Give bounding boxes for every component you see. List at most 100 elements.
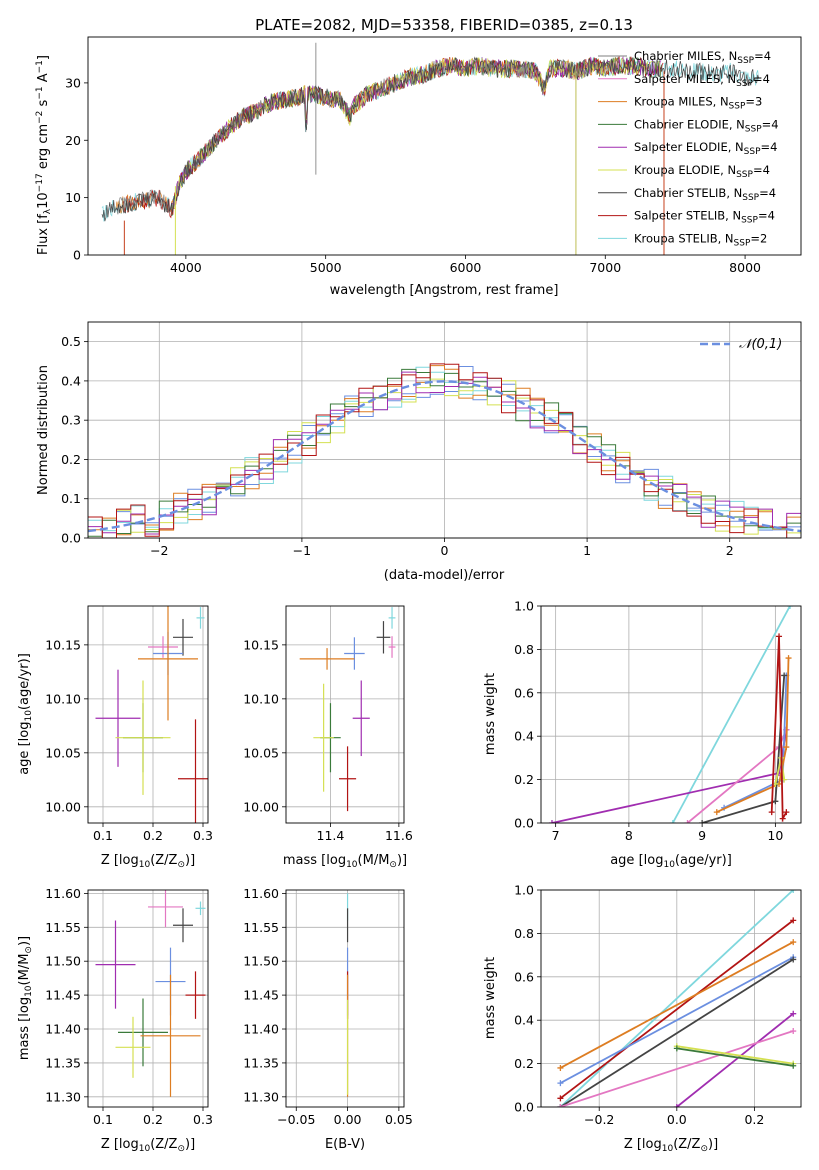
plot-area <box>557 890 797 1107</box>
y-tick-label: 10.05 <box>243 745 279 760</box>
weight-marker <box>684 820 691 823</box>
x-tick-label: −0.05 <box>277 1112 315 1127</box>
weight-line <box>559 890 794 1107</box>
y-tick-label: 11.35 <box>243 1055 279 1070</box>
axes-frame <box>87 36 802 256</box>
legend-label: Chabrier MILES, NSSP=4 <box>634 49 771 66</box>
axes-frame <box>87 321 802 539</box>
weight-marker <box>790 1028 797 1035</box>
x-tick-label: 9 <box>698 828 706 843</box>
weight-marker <box>669 820 676 823</box>
weight-marker <box>790 956 797 963</box>
y-tick-label: 10.15 <box>243 637 279 652</box>
weight-marker <box>781 672 788 679</box>
y-tick-label: 10.10 <box>45 691 81 706</box>
legend-label: Chabrier ELODIE, NSSP=4 <box>634 117 779 134</box>
legend-label: Kroupa MILES, NSSP=3 <box>634 95 762 112</box>
weight-line <box>559 956 794 1084</box>
weight-marker <box>713 809 720 816</box>
x-axis-label: (data-model)/error <box>384 568 505 583</box>
x-tick-label: 0.0 <box>667 1112 687 1127</box>
y-tick-label: 11.45 <box>45 988 81 1003</box>
weight-marker <box>557 1080 564 1087</box>
weight-marker <box>790 917 797 924</box>
y-tick-label: 11.45 <box>243 988 279 1003</box>
y-tick-label: 0.4 <box>61 373 81 388</box>
x-tick-label: 8000 <box>729 260 761 275</box>
weight-marker <box>779 815 786 822</box>
x-tick-label: 1 <box>583 543 591 558</box>
normal-curve <box>88 380 801 533</box>
y-tick-label: 0.8 <box>514 642 534 657</box>
x-tick-label: 4000 <box>170 260 202 275</box>
x-axis-label: Z [log10(Z/Z⊙)] <box>101 1137 195 1154</box>
y-tick-label: 0.6 <box>514 685 534 700</box>
weight-marker <box>776 633 783 640</box>
weight-marker <box>557 1104 564 1107</box>
y-tick-label: 11.60 <box>243 886 279 901</box>
plot-area <box>548 606 794 823</box>
y-axis-label: mass weight <box>483 673 498 755</box>
x-axis-label: Z [log10(Z/Z⊙)] <box>624 1137 718 1154</box>
x-tick-label: 11.6 <box>385 828 413 843</box>
plot-area <box>95 606 208 823</box>
histogram-step <box>88 363 801 538</box>
legend-label: Salpeter MILES, NSSP=4 <box>634 72 770 89</box>
y-axis-label: Flux [fλ10−17 erg cm−2 s−1 A−1] <box>35 55 53 255</box>
y-tick-label: 0.3 <box>61 413 81 428</box>
x-tick-label: 0.1 <box>93 828 113 843</box>
y-tick-label: 10.00 <box>45 799 81 814</box>
weight-marker <box>785 655 792 662</box>
y-tick-label: 10.10 <box>243 691 279 706</box>
axes-frame <box>87 889 209 1108</box>
weight-line <box>559 919 794 1100</box>
plot-area <box>299 607 396 812</box>
legend-label: Kroupa STELIB, NSSP=2 <box>634 231 767 248</box>
y-tick-label: 11.40 <box>45 1022 81 1037</box>
weight-line <box>676 1045 794 1065</box>
y-tick-label: 11.35 <box>45 1055 81 1070</box>
x-tick-label: 0.00 <box>334 1112 362 1127</box>
x-tick-label: 11.4 <box>317 828 345 843</box>
y-tick-label: 11.55 <box>45 920 81 935</box>
y-tick-label: 30 <box>65 75 81 90</box>
y-tick-label: 0.1 <box>61 491 81 506</box>
weight-marker <box>790 890 797 893</box>
x-tick-label: −0.2 <box>584 1112 614 1127</box>
y-axis-label: mass [log10(M/M⊙)] <box>17 936 34 1060</box>
y-axis-label: mass weight <box>483 957 498 1039</box>
x-tick-label: 0.05 <box>385 1112 413 1127</box>
y-tick-label: 0.2 <box>514 772 534 787</box>
y-axis-label: age [log10(age/yr)] <box>17 653 34 775</box>
y-tick-label: 0.2 <box>514 1056 534 1071</box>
axes-frame <box>285 605 405 824</box>
x-tick-label: 10 <box>767 828 783 843</box>
weight-line <box>559 941 794 1069</box>
x-axis-label: wavelength [Angstrom, rest frame] <box>330 283 559 298</box>
y-tick-label: 1.0 <box>514 599 534 614</box>
weight-marker <box>699 820 706 823</box>
y-tick-label: 10 <box>65 190 81 205</box>
weight-marker <box>772 798 779 805</box>
x-tick-label: 7 <box>552 828 560 843</box>
y-tick-label: 10.05 <box>45 745 81 760</box>
weight-marker <box>557 1095 564 1102</box>
legend-label: Salpeter STELIB, NSSP=4 <box>634 209 775 226</box>
histogram-step <box>88 371 801 535</box>
spectrum-line <box>101 56 759 222</box>
y-axis-label: Normed distribution <box>36 365 51 495</box>
y-tick-label: 10.00 <box>243 799 279 814</box>
panel-spectrum: 4000 5000 6000 7000 8000 0 10 20 30 wavelength [A… <box>35 36 802 298</box>
weight-marker <box>790 1062 797 1069</box>
y-tick-label: 1.0 <box>514 883 534 898</box>
panel-age_vs_Z: 0.1 0.2 0.3 10.00 10.05 10.10 10.15 Z [log10(Z/… <box>17 605 213 870</box>
weight-line <box>559 958 794 1107</box>
weight-marker <box>790 1010 797 1017</box>
spectrum-line <box>115 56 620 215</box>
weight-line <box>672 606 791 823</box>
plot-area <box>88 363 801 538</box>
y-tick-label: 11.50 <box>45 954 81 969</box>
x-tick-label: 7000 <box>589 260 621 275</box>
x-tick-label: 8 <box>625 828 633 843</box>
